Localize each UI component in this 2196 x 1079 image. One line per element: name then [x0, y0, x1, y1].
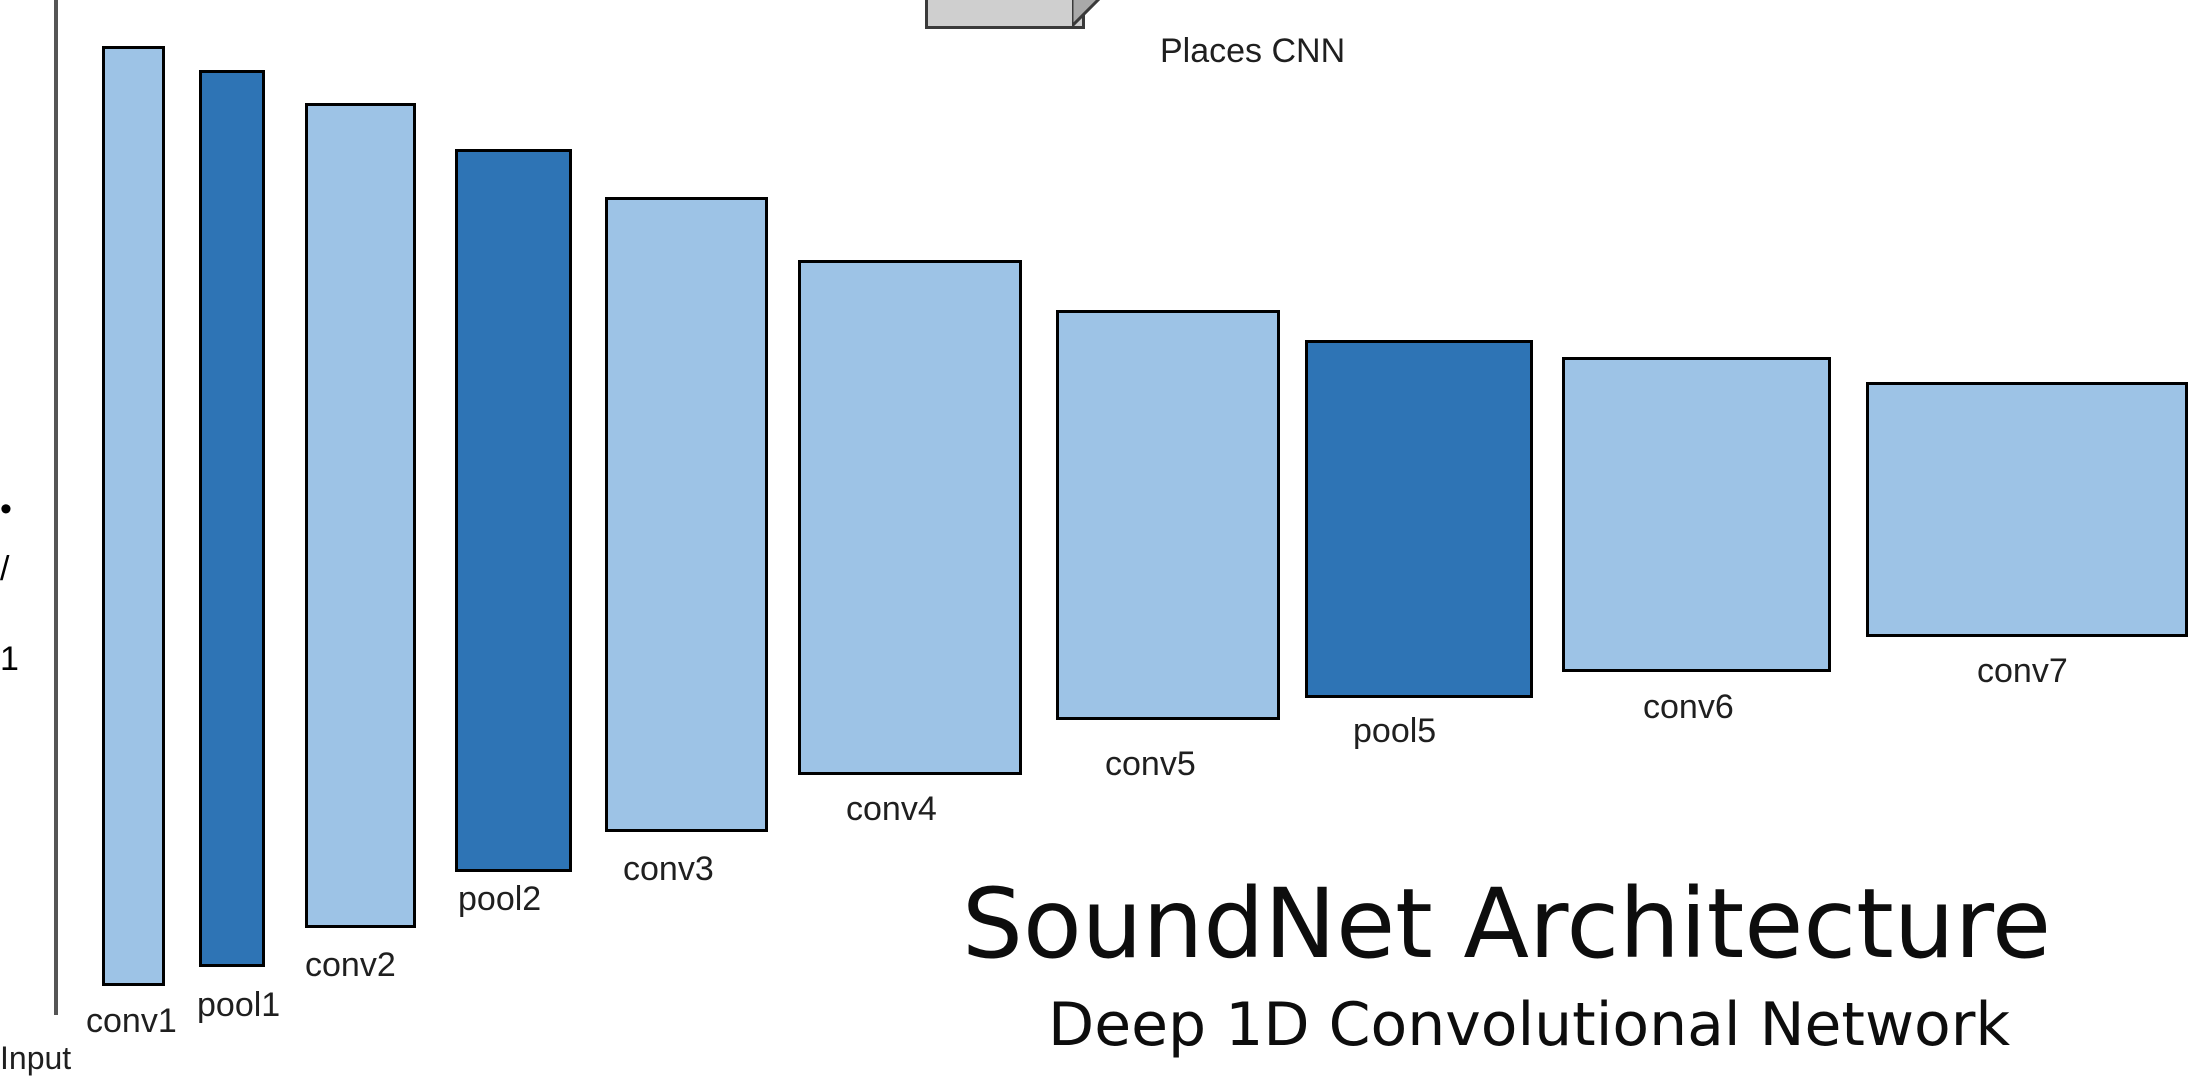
layer-block-conv6 [1562, 357, 1831, 672]
layer-block-conv2 [305, 103, 416, 928]
layer-label-pool2: pool2 [458, 880, 542, 918]
layer-label-conv2: conv2 [305, 946, 396, 984]
layer-block-conv7 [1866, 382, 2188, 637]
layer-label-conv4: conv4 [846, 790, 937, 828]
edge-glyph-2: / [0, 550, 10, 588]
layer-label-conv3: conv3 [623, 850, 714, 888]
layer-block-conv5 [1056, 310, 1280, 720]
layer-block-pool2 [455, 149, 572, 872]
edge-glyph-3: 1 [0, 640, 19, 678]
layer-block-conv4 [798, 260, 1022, 775]
layer-block-pool5 [1305, 340, 1533, 698]
layer-block-conv1 [102, 46, 165, 986]
places-cnn-label: Places CNN [1160, 32, 1346, 70]
input-axis-line [54, 0, 58, 1015]
layer-label-pool1: pool1 [197, 986, 281, 1024]
diagram-subtitle: Deep 1D Convolutional Network [1048, 990, 2011, 1060]
layer-label-conv6: conv6 [1643, 688, 1734, 726]
input-label: Input [0, 1040, 72, 1076]
places-cnn-block-side [1072, 0, 1101, 29]
edge-glyph-1: • [0, 490, 12, 528]
places-cnn-block [925, 0, 1085, 29]
layer-block-conv3 [605, 197, 768, 832]
layer-label-conv5: conv5 [1105, 745, 1196, 783]
layer-label-pool5: pool5 [1353, 712, 1437, 750]
diagram-title: SoundNet Architecture [962, 868, 2052, 980]
layer-label-conv1: conv1 [86, 1002, 177, 1040]
layer-label-conv7: conv7 [1977, 652, 2068, 690]
layer-block-pool1 [199, 70, 265, 967]
